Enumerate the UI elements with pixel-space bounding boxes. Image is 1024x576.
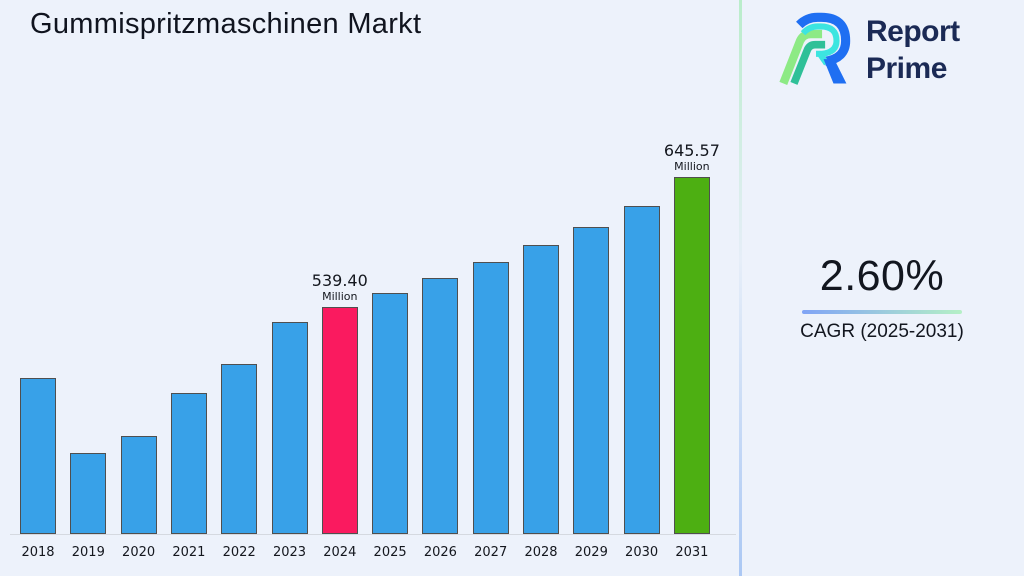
bar-2025	[372, 293, 409, 534]
bar-2029	[573, 227, 610, 534]
x-axis-line	[10, 534, 736, 535]
x-tick-label-2023: 2023	[272, 545, 307, 560]
bar-2018	[20, 378, 56, 534]
report-prime-logo: Report Prime	[778, 10, 960, 90]
bar-2024	[321, 307, 358, 534]
bar-value-label-2024: 539.40 Million	[299, 271, 381, 304]
bar-2028	[523, 245, 559, 534]
bar-2031	[673, 177, 710, 534]
bar-2027	[472, 262, 509, 534]
cagr-underline	[802, 310, 962, 314]
cagr-value: 2.60%	[819, 252, 945, 300]
x-tick-label-2026: 2026	[423, 545, 457, 560]
bar-value-unit: Million	[322, 290, 358, 303]
report-prime-logo-text: Report Prime	[866, 13, 960, 87]
bar-2019	[70, 453, 107, 534]
bar-2022	[221, 364, 258, 534]
cagr-block: 2.60% CAGR (2025-2031)	[740, 252, 1024, 343]
x-tick-label-2022: 2022	[222, 545, 256, 560]
bar-2023	[271, 322, 308, 534]
x-tick-label-2019: 2019	[71, 545, 105, 560]
bar-value-number: 645.57	[663, 141, 720, 160]
x-tick-label-2028: 2028	[524, 545, 558, 560]
bar-value-number: 539.40	[311, 271, 368, 290]
bar-2021	[170, 393, 207, 534]
x-tick-label-2030: 2030	[625, 545, 659, 560]
cagr-label: CAGR (2025-2031)	[800, 321, 964, 342]
x-tick-label-2018: 2018	[21, 545, 55, 560]
x-tick-label-2025: 2025	[373, 545, 407, 560]
bar-chart: 2018 2019 2020 2021 2022 2023 539.40 Million 202…	[10, 141, 736, 560]
logo-text-line1: Report	[866, 15, 960, 48]
bar-value-unit: Million	[674, 160, 710, 173]
vertical-divider	[739, 0, 742, 576]
x-tick-label-2029: 2029	[574, 545, 608, 560]
bar-value-label-2031: 645.57 Million	[651, 141, 733, 174]
bar-2026	[422, 278, 459, 534]
report-prime-logo-icon	[779, 12, 851, 85]
x-tick-label-2021: 2021	[172, 545, 206, 560]
x-tick-label-2027: 2027	[474, 545, 508, 560]
page-title: Gummispritzmaschinen Markt	[30, 8, 422, 40]
x-tick-label-2024: 2024	[323, 545, 357, 560]
bar-2030	[623, 206, 660, 534]
bar-2020	[120, 436, 157, 534]
x-tick-label-2020: 2020	[122, 545, 156, 560]
x-tick-label-2031: 2031	[675, 545, 709, 560]
logo-text-line2: Prime	[866, 52, 947, 85]
